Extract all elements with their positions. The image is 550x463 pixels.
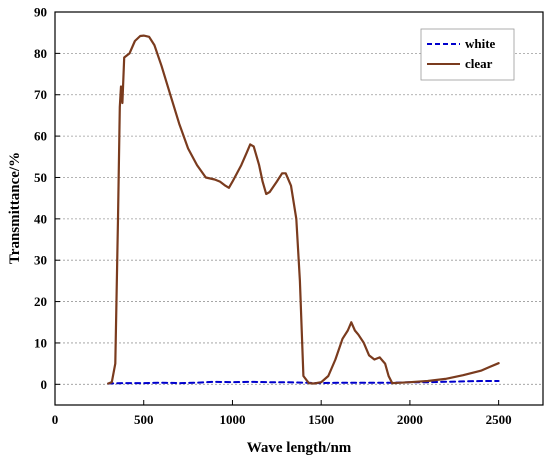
y-tick-label: 50 [34,170,47,185]
legend: white clear [420,28,515,81]
y-tick-label: 90 [34,5,47,20]
legend-label-white: white [465,36,496,51]
series-lines [107,34,500,385]
x-tick-label: 2000 [397,412,423,427]
y-tick-label: 60 [34,129,47,144]
x-tick-label: 2500 [486,412,512,427]
y-tick-label: 70 [34,87,47,102]
y-tick-label: 30 [34,253,47,268]
grid-lines [55,52,543,385]
plot-frame [54,11,544,406]
legend-box [420,28,515,81]
x-tick-label: 1000 [219,412,245,427]
series-line-clear [107,34,500,385]
y-tick-label: 80 [34,46,47,61]
y-tick-label: 0 [41,377,48,392]
series-line-white [107,380,500,385]
y-axis-ticks: 0 10 20 30 40 50 60 70 80 90 [34,5,60,392]
x-tick-label: 0 [52,412,59,427]
y-tick-label: 20 [34,294,47,309]
y-tick-label: 40 [34,211,47,226]
legend-label-clear: clear [465,56,493,71]
y-tick-label: 10 [34,335,47,350]
y-axis-title: Transmittance/% [7,152,23,264]
x-axis-title: Wave length/nm [247,440,352,456]
x-tick-label: 500 [134,412,154,427]
x-tick-label: 1500 [308,412,334,427]
x-axis-ticks: 0 500 1000 1500 2000 2500 [52,400,512,427]
